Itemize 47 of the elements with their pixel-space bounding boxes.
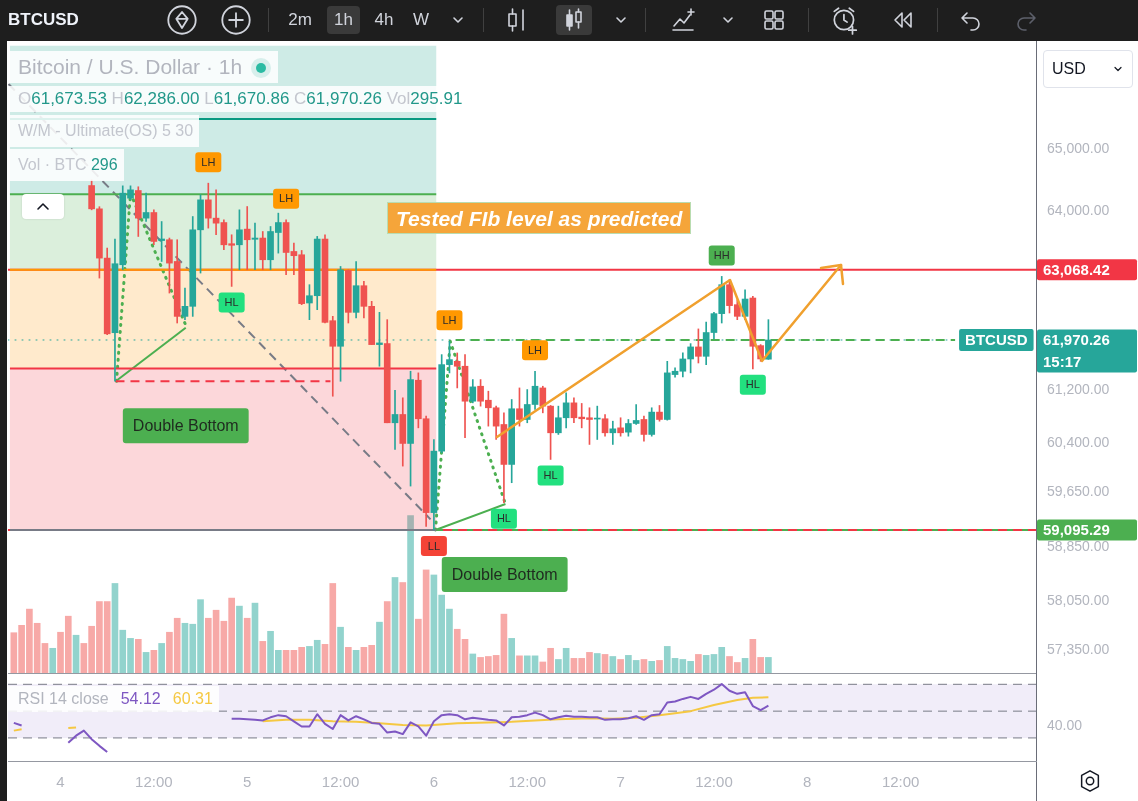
text: 4h xyxy=(373,9,395,31)
text: BTCUSD xyxy=(8,9,79,31)
x-tick-label: 6 xyxy=(429,773,439,791)
x-tick-label: 12:00 xyxy=(695,773,733,791)
y-tick-label: 61,200.00 xyxy=(1047,380,1110,397)
annotation: BTCUSD xyxy=(965,331,1028,349)
text: USD xyxy=(1052,59,1086,79)
x-tick-label: 12:00 xyxy=(508,773,547,791)
annotation: LH xyxy=(279,192,294,205)
annotation: HL xyxy=(745,378,760,391)
annotation: Double Bottom xyxy=(132,417,239,435)
x-tick-label: 5 xyxy=(243,773,252,791)
annotation: LL xyxy=(427,539,441,552)
annotation: Tested FIb level as predicted xyxy=(387,202,692,234)
x-tick-label: 8 xyxy=(803,773,812,791)
text: 15:17 xyxy=(1043,353,1082,371)
y-tick-label: 59,650.00 xyxy=(1047,483,1110,500)
ref-line-label: 61,970.26 xyxy=(1043,331,1110,349)
y-tick-label: 65,000.00 xyxy=(1047,139,1110,156)
text: 40.00 xyxy=(1047,716,1083,734)
annotation: HH xyxy=(713,248,730,261)
y-tick-label: 57,350.00 xyxy=(1047,640,1110,657)
ref-line-label: 59,095.29 xyxy=(1043,521,1110,539)
x-tick-label: 12:00 xyxy=(321,773,360,791)
ref-line-label: 63,068.42 xyxy=(1043,260,1110,278)
annotation: Double Bottom xyxy=(451,565,558,583)
y-tick-label: 60,400.00 xyxy=(1047,433,1110,450)
annotation: HL xyxy=(224,295,239,308)
annotation: 54.12 xyxy=(120,690,161,707)
annotation: 60.31 xyxy=(172,690,213,707)
annotation: LH xyxy=(528,343,543,356)
y-tick-label: 58,050.00 xyxy=(1047,592,1110,609)
x-tick-label: 12:00 xyxy=(881,773,920,791)
chart-title: RSI 14 close xyxy=(18,690,109,707)
text: 1h xyxy=(327,6,360,34)
text: Bitcoin / U.S. Dollar · 1h xyxy=(18,55,243,78)
y-tick-label: 64,000.00 xyxy=(1047,201,1110,218)
x-tick-label: 7 xyxy=(616,773,625,791)
annotation: HL xyxy=(543,468,558,481)
annotation: HL xyxy=(496,512,511,525)
x-tick-label: 12:00 xyxy=(135,773,173,791)
annotation: LH xyxy=(442,313,457,326)
text: W xyxy=(411,9,430,31)
annotation: LH xyxy=(201,155,216,168)
y-tick-label: 58,850.00 xyxy=(1047,537,1110,554)
x-tick-label: 4 xyxy=(56,773,65,791)
text: 2m xyxy=(287,9,313,31)
